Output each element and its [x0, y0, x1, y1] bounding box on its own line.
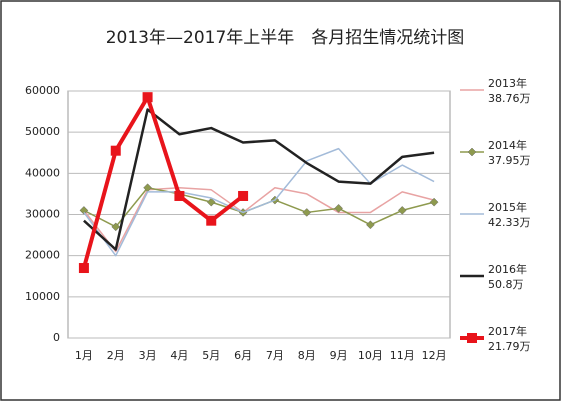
legend-label: 2017年 [488, 324, 527, 338]
y-tick-label: 50000 [25, 125, 60, 138]
marker [467, 147, 477, 157]
chart-title: 2013年—2017年上半年 各月招生情况统计图 [106, 28, 465, 48]
x-tick-label: 7月 [266, 349, 284, 362]
marker [334, 203, 343, 213]
marker [79, 206, 89, 215]
marker [429, 197, 439, 207]
legend-total: 37.95万 [488, 154, 531, 167]
x-tick-label: 10月 [358, 349, 383, 362]
marker [78, 263, 89, 274]
y-tick-label: 0 [53, 331, 60, 344]
legend-total: 42.33万 [488, 216, 531, 229]
legend-total: 50.8万 [488, 278, 524, 291]
marker [111, 222, 121, 232]
x-tick-label: 5月 [202, 349, 220, 362]
x-tick-label: 2月 [107, 349, 125, 362]
x-tick-label: 8月 [298, 349, 316, 362]
x-tick-label: 9月 [330, 349, 348, 362]
legend-label: 2015年 [488, 200, 527, 214]
x-tick-label: 6月 [234, 349, 252, 362]
legend-label: 2013年 [488, 76, 527, 90]
x-tick-label: 4月 [170, 349, 188, 362]
legend-label: 2014年 [488, 138, 527, 152]
y-tick-label: 30000 [25, 208, 60, 221]
legend-label: 2016年 [488, 262, 527, 276]
x-tick-label: 11月 [390, 349, 415, 362]
marker [142, 92, 153, 103]
marker [302, 208, 312, 217]
marker [206, 215, 217, 226]
marker [206, 197, 216, 207]
marker [174, 190, 185, 201]
series-line [81, 95, 245, 269]
y-tick-label: 40000 [25, 166, 60, 179]
x-tick-label: 1月 [75, 349, 93, 362]
x-tick-label: 12月 [422, 349, 447, 362]
marker [366, 220, 375, 230]
legend-total: 21.79万 [488, 340, 531, 353]
x-tick-label: 3月 [139, 349, 157, 362]
y-tick-label: 20000 [25, 249, 60, 262]
marker [110, 145, 121, 156]
series-line [83, 108, 435, 251]
marker [238, 190, 249, 201]
y-tick-label: 60000 [25, 84, 60, 97]
y-tick-label: 10000 [25, 290, 60, 303]
series-line [83, 186, 435, 253]
marker [397, 206, 407, 215]
legend-total: 38.76万 [488, 92, 531, 105]
marker [467, 333, 477, 343]
